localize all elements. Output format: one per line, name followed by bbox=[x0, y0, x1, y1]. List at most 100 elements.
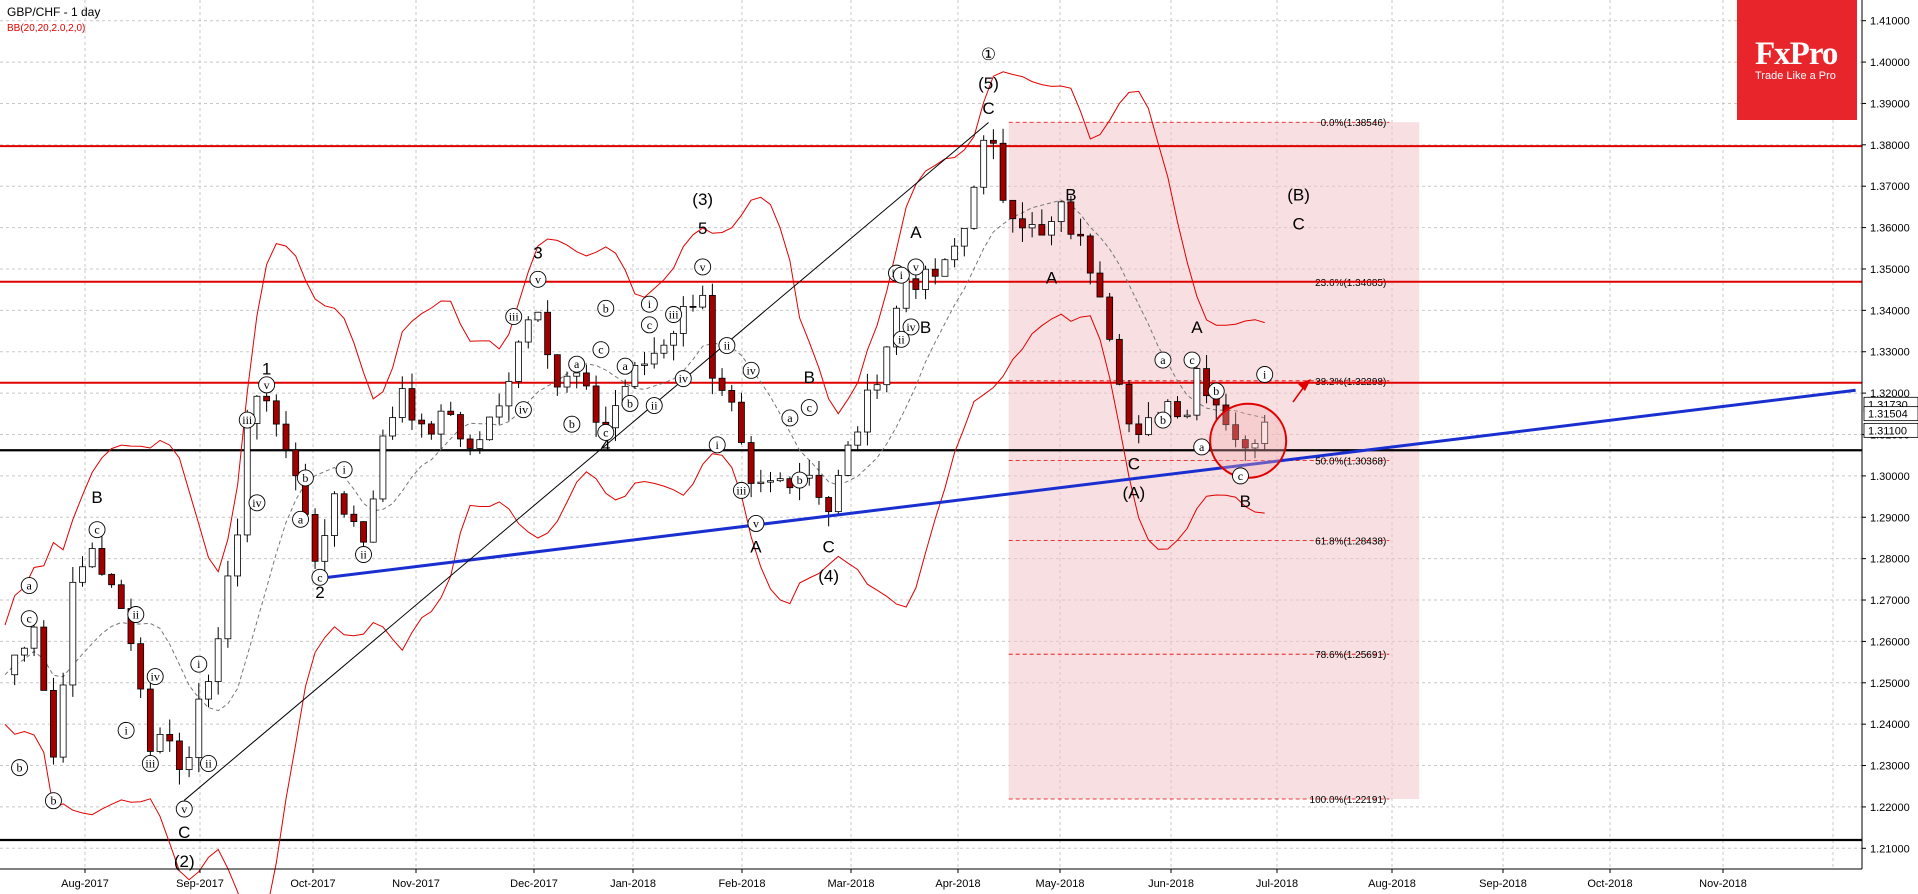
candle-body bbox=[747, 442, 755, 484]
candle-body bbox=[1232, 424, 1240, 440]
candle-body bbox=[1028, 224, 1036, 229]
wave-label: A bbox=[1046, 268, 1058, 287]
circled-wave-ring bbox=[45, 792, 62, 810]
circled-wave-label: b bbox=[563, 415, 581, 433]
circled-wave-text: iv bbox=[746, 363, 755, 377]
wave-label: (2) bbox=[174, 852, 195, 871]
candle-body bbox=[427, 423, 435, 435]
circled-wave-text: ii bbox=[132, 608, 139, 622]
circled-wave-ring bbox=[529, 270, 547, 288]
candle bbox=[1115, 333, 1123, 386]
circled-wave-ring bbox=[11, 759, 28, 777]
circled-wave-text: b bbox=[1160, 413, 1166, 427]
circled-wave-label: b bbox=[597, 299, 615, 317]
candle bbox=[544, 300, 552, 369]
candle-body bbox=[205, 681, 212, 700]
x-tick-label: Sep-2018 bbox=[1479, 878, 1527, 890]
circled-wave-text: v bbox=[700, 260, 706, 274]
circled-wave-ring bbox=[694, 258, 712, 276]
candle-body bbox=[437, 410, 445, 435]
circled-wave-ring bbox=[674, 370, 692, 388]
candle-body bbox=[398, 388, 406, 418]
candle-body bbox=[476, 439, 484, 449]
x-tick-label: Nov-2017 bbox=[392, 878, 440, 890]
circled-wave-ring bbox=[640, 316, 658, 334]
y-tick-label: 1.30000 bbox=[1870, 471, 1910, 483]
candle-body bbox=[767, 480, 774, 483]
candle bbox=[389, 406, 397, 440]
circled-wave-text: a bbox=[1199, 440, 1205, 454]
circled-wave-ring bbox=[175, 800, 193, 818]
wave-label: A bbox=[910, 223, 922, 242]
candle-body bbox=[137, 643, 145, 690]
candle-body bbox=[1086, 235, 1094, 274]
circled-wave-text: c bbox=[598, 343, 603, 357]
candle-body bbox=[98, 548, 106, 575]
candle-body bbox=[912, 278, 920, 290]
candle-body bbox=[1096, 272, 1104, 298]
circled-wave-ring bbox=[640, 295, 658, 313]
candle-body bbox=[1077, 233, 1084, 237]
candle bbox=[854, 426, 862, 451]
candle bbox=[1232, 412, 1240, 448]
candle-body bbox=[931, 268, 939, 277]
candle bbox=[457, 411, 464, 448]
x-tick-label: Oct-2017 bbox=[290, 878, 335, 890]
candle bbox=[40, 620, 48, 691]
circled-wave-label: b bbox=[11, 759, 28, 777]
circled-wave-label: i bbox=[640, 295, 658, 313]
candle bbox=[1125, 380, 1133, 433]
candle bbox=[1145, 402, 1152, 437]
candle bbox=[466, 434, 474, 456]
candle bbox=[292, 442, 300, 491]
candle-body bbox=[195, 698, 203, 758]
candle-body bbox=[243, 423, 251, 536]
candle bbox=[214, 627, 222, 695]
circled-wave-text: iii bbox=[145, 756, 156, 770]
wave-label: (4) bbox=[818, 566, 839, 585]
candle bbox=[117, 579, 125, 610]
candle-body bbox=[282, 423, 290, 451]
circled-wave-text: b bbox=[17, 761, 23, 775]
circled-wave-ring bbox=[732, 481, 750, 499]
y-tick-label: 1.37000 bbox=[1870, 181, 1910, 193]
circled-wave-label: c bbox=[592, 341, 610, 359]
circled-wave-text: iii bbox=[242, 413, 253, 427]
candle bbox=[553, 354, 561, 396]
candle-body bbox=[40, 626, 48, 691]
circled-wave-text: i bbox=[1263, 367, 1267, 381]
x-tick-label: Aug-2017 bbox=[61, 878, 109, 890]
candle-body bbox=[738, 401, 745, 443]
candle-body bbox=[951, 245, 959, 261]
candle-body bbox=[544, 311, 552, 356]
candle bbox=[1241, 435, 1249, 461]
candle bbox=[583, 364, 590, 390]
candle-body bbox=[834, 475, 842, 513]
candle bbox=[408, 373, 416, 431]
circled-wave-label: b bbox=[1207, 382, 1225, 400]
candle-body bbox=[854, 431, 862, 446]
fib-label-0: 0.0%(1.38546) bbox=[1321, 118, 1387, 129]
circled-wave-ring bbox=[1256, 366, 1274, 383]
circled-wave-label: i bbox=[1256, 366, 1274, 383]
candle bbox=[999, 128, 1007, 204]
circled-wave-ring bbox=[190, 655, 208, 673]
circled-wave-ring bbox=[621, 395, 639, 412]
y-axis: 1.21000 1.22000 1.23000 1.24000 1.25000 1.260… bbox=[1861, 0, 1918, 869]
circled-wave-label: b bbox=[296, 469, 314, 487]
candle bbox=[689, 294, 697, 312]
wave-label: 4 bbox=[601, 436, 610, 455]
circled-wave-text: v bbox=[753, 516, 759, 530]
candle-body bbox=[447, 410, 455, 415]
candle-body bbox=[650, 352, 658, 365]
x-tick-label: Oct-2018 bbox=[1587, 878, 1632, 890]
candle bbox=[757, 469, 765, 493]
circled-wave-text: a bbox=[27, 579, 33, 593]
candle-body bbox=[563, 375, 571, 388]
candle-body bbox=[486, 416, 493, 441]
candle bbox=[1222, 393, 1230, 431]
circled-wave-label: b bbox=[621, 395, 639, 412]
black-trendline bbox=[183, 122, 989, 801]
candle-body bbox=[922, 268, 929, 290]
